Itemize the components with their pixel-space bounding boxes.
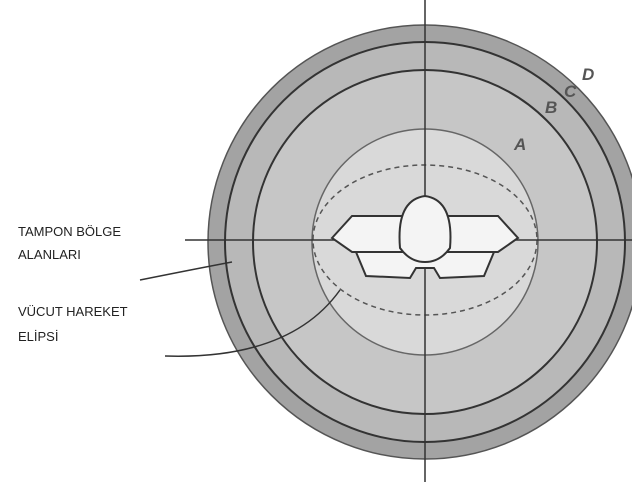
zone-label: C: [564, 82, 577, 101]
annotation: ELİPSİ: [18, 329, 58, 344]
zone-label: A: [513, 135, 526, 154]
annotation: VÜCUT HAREKET: [18, 304, 128, 319]
leader-line: [139, 261, 233, 281]
annotation: TAMPON BÖLGE: [18, 224, 121, 239]
annotation: ALANLARI: [18, 247, 81, 262]
arms: [354, 251, 496, 280]
body-figure: [330, 194, 520, 280]
head: [398, 194, 452, 264]
leader-line: [164, 289, 341, 357]
zone-label: D: [582, 65, 594, 84]
zone-label: B: [545, 98, 557, 117]
